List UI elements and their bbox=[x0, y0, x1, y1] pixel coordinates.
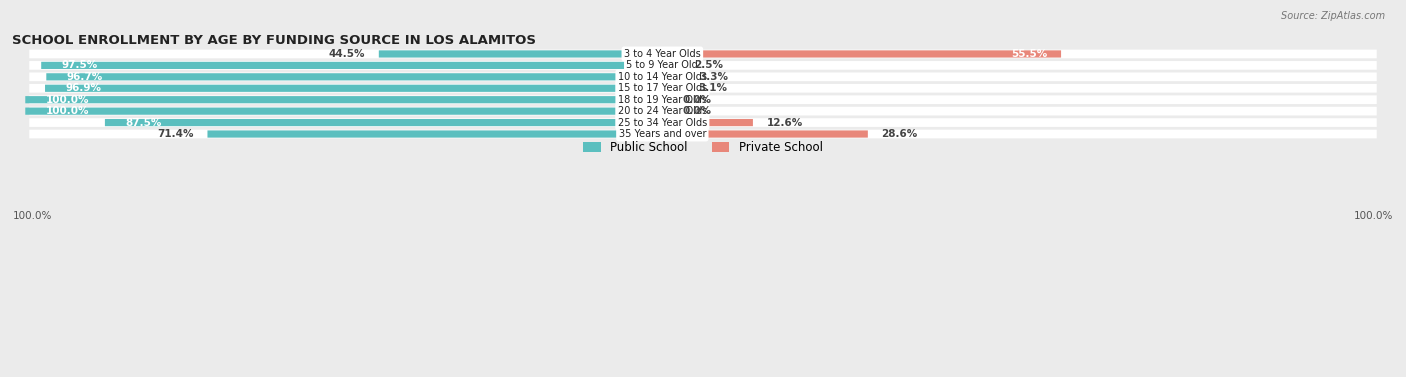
FancyBboxPatch shape bbox=[662, 119, 754, 126]
Text: 0.0%: 0.0% bbox=[683, 106, 711, 116]
Legend: Public School, Private School: Public School, Private School bbox=[579, 136, 827, 159]
Text: Source: ZipAtlas.com: Source: ZipAtlas.com bbox=[1281, 11, 1385, 21]
FancyBboxPatch shape bbox=[30, 130, 1376, 138]
FancyBboxPatch shape bbox=[30, 118, 1376, 127]
Text: SCHOOL ENROLLMENT BY AGE BY FUNDING SOURCE IN LOS ALAMITOS: SCHOOL ENROLLMENT BY AGE BY FUNDING SOUR… bbox=[11, 34, 536, 47]
Text: 44.5%: 44.5% bbox=[329, 49, 366, 59]
FancyBboxPatch shape bbox=[25, 96, 662, 103]
Text: 100.0%: 100.0% bbox=[45, 106, 89, 116]
FancyBboxPatch shape bbox=[46, 73, 662, 80]
FancyBboxPatch shape bbox=[30, 84, 1376, 93]
FancyBboxPatch shape bbox=[30, 50, 1376, 58]
Text: 15 to 17 Year Olds: 15 to 17 Year Olds bbox=[617, 83, 707, 93]
Text: 3.3%: 3.3% bbox=[700, 72, 728, 82]
FancyBboxPatch shape bbox=[30, 72, 1376, 81]
FancyBboxPatch shape bbox=[378, 51, 662, 58]
FancyBboxPatch shape bbox=[662, 62, 681, 69]
FancyBboxPatch shape bbox=[30, 95, 1376, 104]
Text: 2.5%: 2.5% bbox=[693, 60, 723, 70]
Text: 3 to 4 Year Olds: 3 to 4 Year Olds bbox=[624, 49, 700, 59]
Text: 20 to 24 Year Olds: 20 to 24 Year Olds bbox=[617, 106, 707, 116]
FancyBboxPatch shape bbox=[662, 73, 686, 80]
FancyBboxPatch shape bbox=[30, 107, 1376, 115]
FancyBboxPatch shape bbox=[105, 119, 662, 126]
FancyBboxPatch shape bbox=[662, 85, 685, 92]
Text: 96.7%: 96.7% bbox=[66, 72, 103, 82]
FancyBboxPatch shape bbox=[662, 51, 1062, 58]
Text: 87.5%: 87.5% bbox=[125, 118, 162, 127]
FancyBboxPatch shape bbox=[30, 61, 1376, 70]
FancyBboxPatch shape bbox=[208, 130, 662, 138]
Text: 12.6%: 12.6% bbox=[766, 118, 803, 127]
Text: 28.6%: 28.6% bbox=[882, 129, 918, 139]
Text: 96.9%: 96.9% bbox=[66, 83, 101, 93]
FancyBboxPatch shape bbox=[45, 85, 662, 92]
Text: 5 to 9 Year Old: 5 to 9 Year Old bbox=[627, 60, 699, 70]
Text: 18 to 19 Year Olds: 18 to 19 Year Olds bbox=[617, 95, 707, 105]
FancyBboxPatch shape bbox=[41, 62, 662, 69]
Text: 100.0%: 100.0% bbox=[45, 95, 89, 105]
Text: 97.5%: 97.5% bbox=[62, 60, 98, 70]
Text: 71.4%: 71.4% bbox=[157, 129, 194, 139]
Text: 3.1%: 3.1% bbox=[699, 83, 727, 93]
Text: 35 Years and over: 35 Years and over bbox=[619, 129, 706, 139]
FancyBboxPatch shape bbox=[662, 130, 868, 138]
Text: 25 to 34 Year Olds: 25 to 34 Year Olds bbox=[617, 118, 707, 127]
Text: 0.0%: 0.0% bbox=[683, 95, 711, 105]
Text: 100.0%: 100.0% bbox=[13, 211, 52, 221]
FancyBboxPatch shape bbox=[25, 107, 662, 115]
Text: 55.5%: 55.5% bbox=[1011, 49, 1047, 59]
Text: 10 to 14 Year Olds: 10 to 14 Year Olds bbox=[617, 72, 707, 82]
Text: 100.0%: 100.0% bbox=[1354, 211, 1393, 221]
